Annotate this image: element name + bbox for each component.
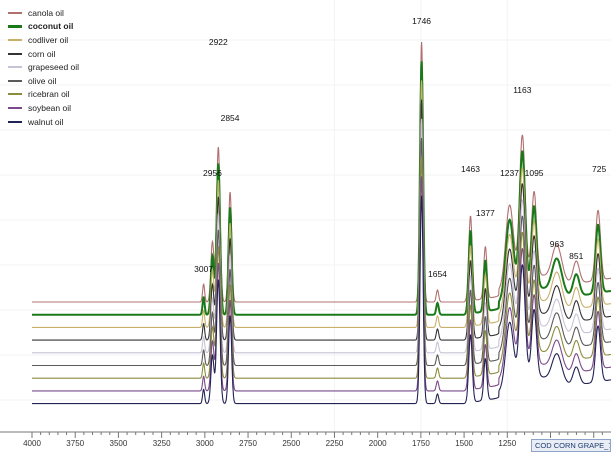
- peak-label: 1654: [428, 269, 447, 279]
- legend-label: walnut oil: [28, 116, 64, 127]
- peak-labels: 3007 2956 2922 2854 1746 1654 1463 1377 1237 1163…: [194, 16, 606, 279]
- x-tick-label: 3000: [196, 439, 214, 448]
- x-tick-label: 2750: [239, 439, 257, 448]
- legend-item: grapeseed oil: [8, 60, 79, 74]
- series-line-canola-oil: [32, 41, 611, 303]
- legend-swatch: [8, 11, 22, 14]
- peak-label: 2922: [209, 37, 228, 47]
- spectra-series: [32, 41, 611, 405]
- chart-legend: canola oil coconut oil codliver oil corn oi…: [8, 6, 79, 128]
- legend-item: canola oil: [8, 6, 79, 20]
- legend-item: soybean oil: [8, 101, 79, 115]
- x-tick-label: 3500: [110, 439, 128, 448]
- peak-label: 2854: [221, 113, 240, 123]
- series-line-soybean-oil: [32, 176, 611, 392]
- series-line-olive-oil: [32, 137, 611, 367]
- legend-item: olive oil: [8, 74, 79, 88]
- series-line-corn-oil: [32, 99, 611, 341]
- series-line-codliver-oil: [32, 80, 611, 328]
- status-tab[interactable]: COD CORN GRAPE_7...: [531, 439, 611, 452]
- legend-swatch: [8, 93, 22, 96]
- series-line-ricebran-oil: [32, 157, 611, 379]
- x-tick-label: 1500: [455, 439, 473, 448]
- x-tick-label: 3750: [66, 439, 84, 448]
- peak-label: 1463: [461, 164, 480, 174]
- peak-label: 963: [550, 239, 564, 249]
- x-tick-label: 4000: [23, 439, 41, 448]
- series-line-walnut-oil: [32, 195, 611, 405]
- x-tick-label: 3250: [153, 439, 171, 448]
- x-tick-label: 1750: [412, 439, 430, 448]
- peak-label: 851: [569, 251, 583, 261]
- legend-label: corn oil: [28, 48, 56, 59]
- legend-item: ricebran oil: [8, 88, 79, 102]
- peak-label: 1163: [513, 85, 532, 95]
- peak-label: 3007: [194, 264, 213, 274]
- legend-swatch: [8, 52, 22, 55]
- legend-item: walnut oil: [8, 115, 79, 129]
- x-tick-label: 1250: [498, 439, 516, 448]
- x-tick-label: 2500: [282, 439, 300, 448]
- legend-label: soybean oil: [28, 102, 72, 113]
- legend-label: codliver oil: [28, 34, 69, 45]
- series-line-grapeseed-oil: [32, 118, 611, 354]
- peak-label: 1746: [412, 16, 431, 26]
- legend-label: grapeseed oil: [28, 62, 80, 73]
- legend-swatch: [8, 79, 22, 82]
- peak-label: 725: [592, 164, 606, 174]
- peak-label: 2956: [203, 168, 222, 178]
- series-line-coconut-oil: [32, 61, 611, 316]
- legend-swatch: [8, 120, 22, 123]
- peak-label: 1095: [525, 168, 544, 178]
- peak-label: 1377: [476, 208, 495, 218]
- legend-swatch: [8, 66, 22, 69]
- legend-label: olive oil: [28, 75, 57, 86]
- legend-swatch: [8, 106, 22, 109]
- legend-label: coconut oil: [28, 21, 74, 32]
- x-tick-label: 2250: [326, 439, 344, 448]
- x-axis: 4000 3750 3500 3250 3000 2750 2500 2250 2000 1750…: [0, 431, 611, 448]
- legend-label: ricebran oil: [28, 89, 70, 100]
- legend-item: codliver oil: [8, 33, 79, 47]
- x-tick-label: 2000: [369, 439, 387, 448]
- legend-swatch: [8, 38, 22, 41]
- legend-item: coconut oil: [8, 20, 79, 34]
- peak-label: 1237: [500, 168, 519, 178]
- legend-label: canola oil: [28, 7, 64, 18]
- legend-item: corn oil: [8, 47, 79, 61]
- legend-swatch: [8, 24, 22, 28]
